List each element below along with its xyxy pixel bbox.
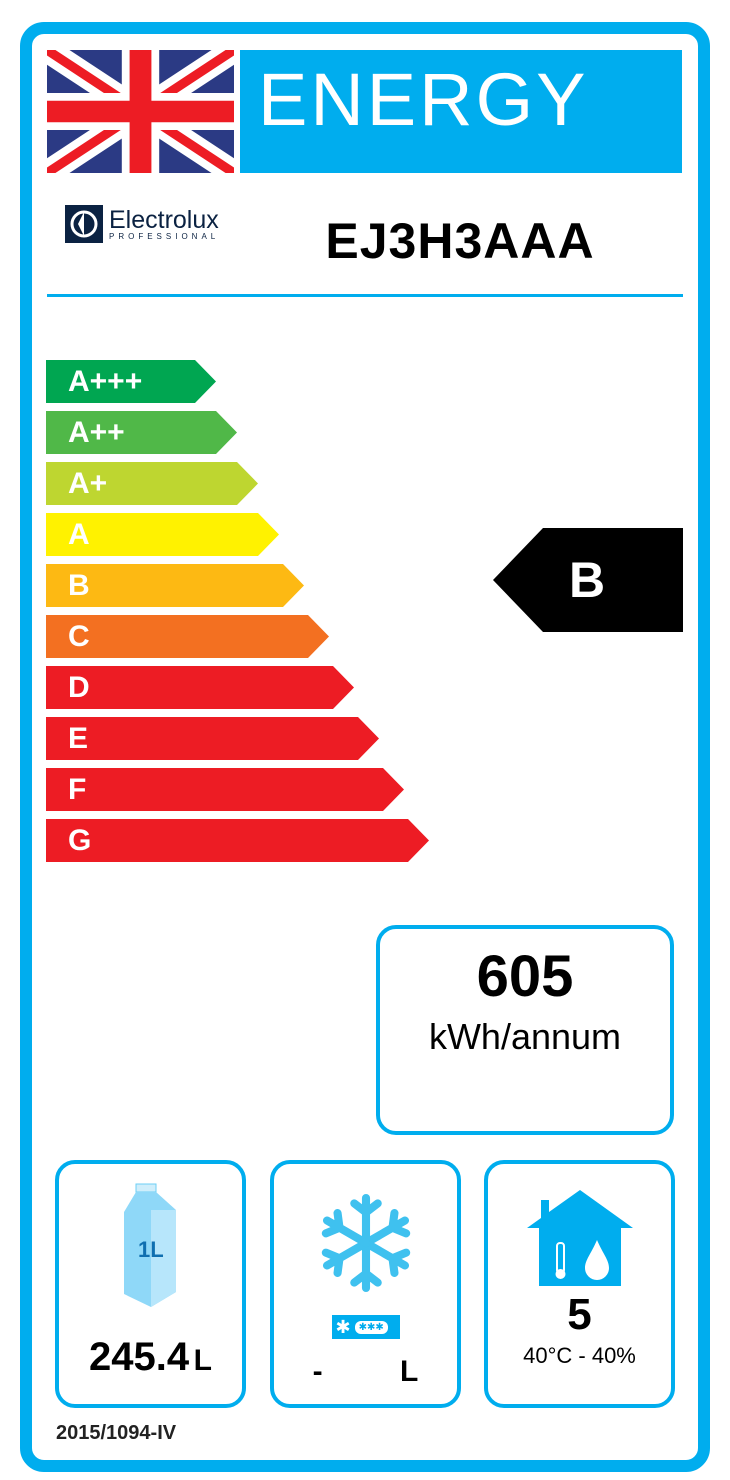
milk-carton-icon: 1L [123, 1183, 176, 1307]
efficiency-class-bar: A [46, 513, 279, 556]
efficiency-class-bar: E [46, 717, 379, 760]
climate-box: 5 40°C - 40% [484, 1160, 675, 1408]
climate-class: 5 [567, 1290, 592, 1339]
efficiency-class-bar: G [46, 819, 429, 862]
electrolux-logo-icon [65, 205, 103, 243]
brand-sub: PROFESSIONAL [109, 231, 220, 241]
house-climate-icon [526, 1190, 633, 1286]
model-number: EJ3H3AAA [325, 213, 595, 269]
efficiency-class-bar: B [46, 564, 304, 607]
brand-logo: Electrolux PROFESSIONAL [65, 205, 219, 243]
efficiency-class-bar: A+ [46, 462, 258, 505]
label-frame [20, 22, 710, 1472]
climate-conditions: 40°C - 40% [523, 1343, 636, 1368]
efficiency-class-bar: C [46, 615, 329, 658]
storage-box: 1L 245.4 L [55, 1160, 246, 1408]
regulation-reference: 2015/1094-IV [56, 1422, 177, 1444]
storage-value: 245.4 [89, 1335, 190, 1379]
consumption-unit: kWh/annum [428, 1016, 622, 1057]
star-rating-icon: ✱ ✱✱✱ [331, 1315, 400, 1339]
freezer-unit: L [399, 1355, 419, 1388]
efficiency-class-bar: A+++ [46, 360, 216, 403]
consumption-box: 605 kWh/annum [376, 925, 674, 1135]
energy-title: ENERGY [240, 50, 682, 173]
uk-flag-icon [47, 50, 234, 173]
efficiency-class-bar: F [46, 768, 404, 811]
svg-text:1L: 1L [138, 1237, 164, 1262]
storage-unit: L [193, 1344, 212, 1377]
divider [47, 294, 683, 297]
brand-name: Electrolux [109, 205, 219, 234]
efficiency-class-bar: D [46, 666, 354, 709]
efficiency-class-bar: A++ [46, 411, 237, 454]
consumption-value: 605 [476, 944, 574, 1009]
freezer-box: ✱ ✱✱✱ - L [270, 1160, 461, 1408]
snowflake-icon [321, 1193, 411, 1298]
freezer-value: - [312, 1355, 323, 1388]
